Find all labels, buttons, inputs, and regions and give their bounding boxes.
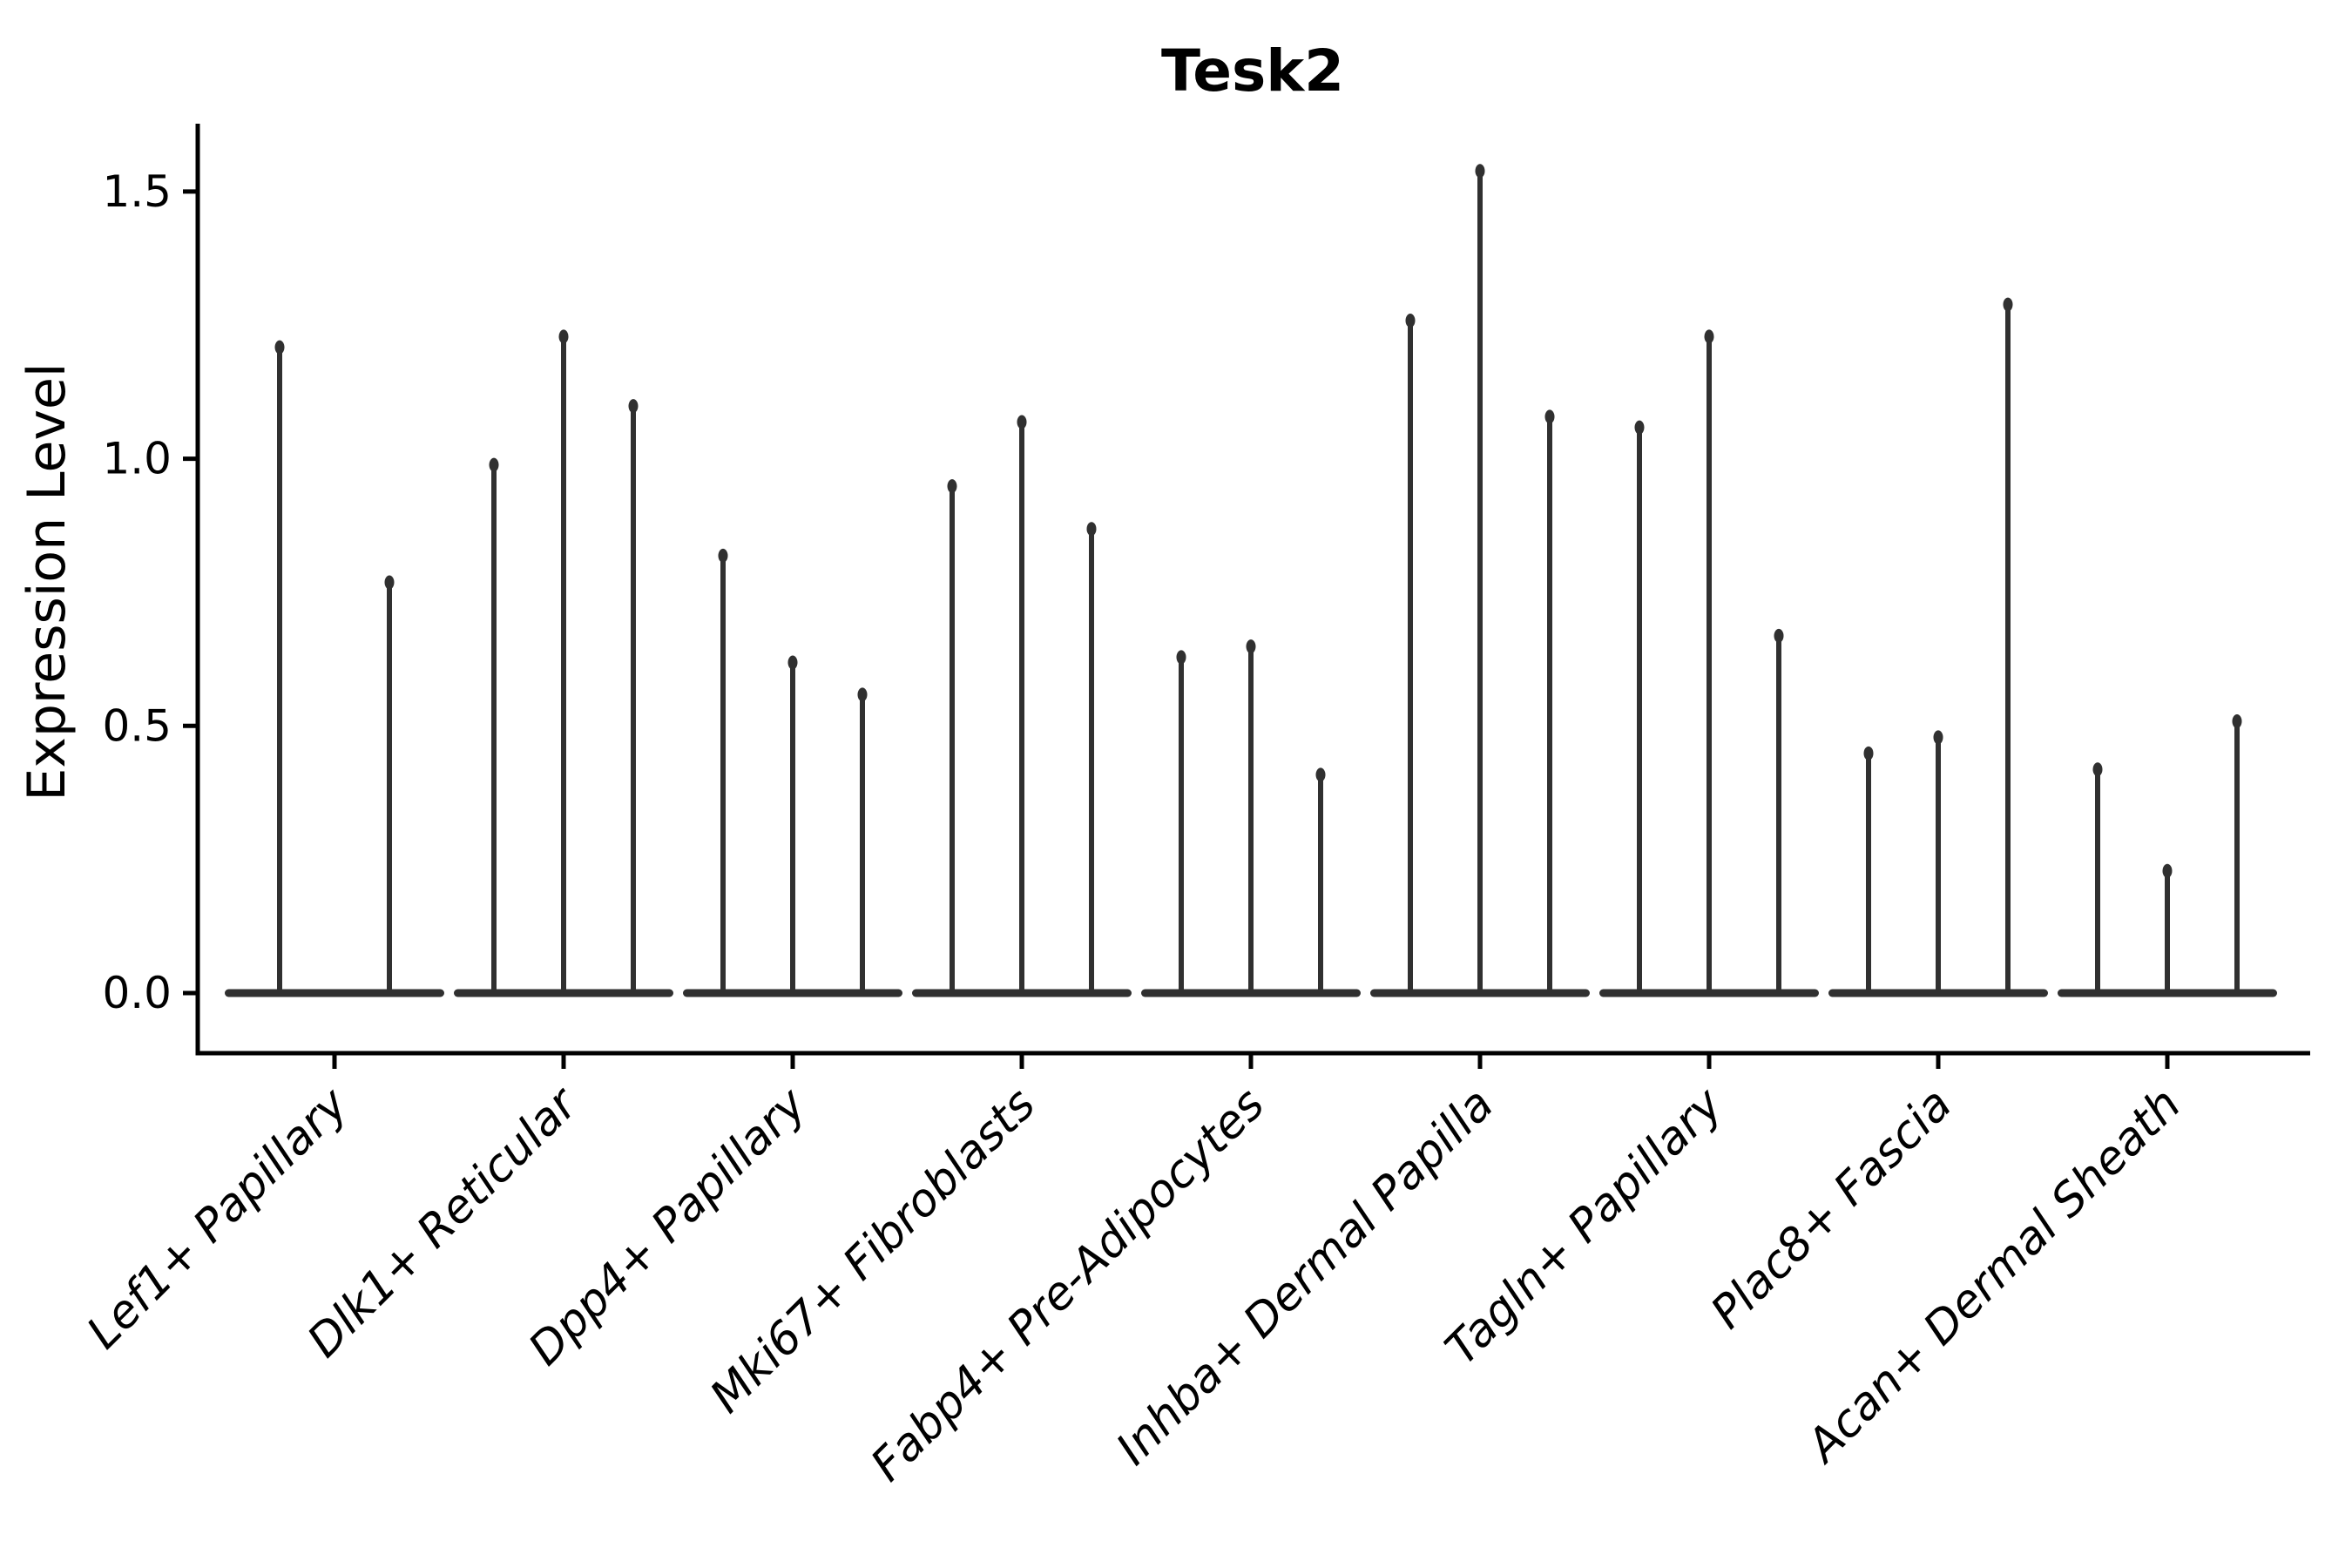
violin-spike-tip bbox=[1774, 628, 1784, 643]
violin-spike bbox=[1477, 168, 1483, 996]
violin-spike bbox=[950, 483, 955, 995]
x-tick-label: Fabp4+ Pre-Adipocytes bbox=[862, 1078, 1275, 1492]
violin-spike-tip bbox=[1544, 409, 1555, 424]
y-tick-label: 0.0 bbox=[102, 968, 172, 1018]
violin-spike bbox=[1547, 414, 1552, 995]
y-tick-label: 1.5 bbox=[102, 166, 172, 217]
violin-spike bbox=[1248, 644, 1254, 995]
violin-spike-tip bbox=[628, 399, 639, 414]
y-tick-group: 0.0 0.5 1.0 1.5 bbox=[102, 166, 198, 1018]
violin-spike bbox=[1089, 526, 1094, 995]
y-axis-label: Expression Level bbox=[17, 362, 78, 801]
violin-spike-tip bbox=[857, 687, 868, 702]
violin-category bbox=[683, 548, 902, 997]
violin-spike-tip bbox=[274, 340, 285, 355]
violin-spike-tip bbox=[1405, 313, 1416, 328]
violin-category bbox=[2058, 714, 2277, 997]
violin-spike bbox=[1776, 632, 1781, 995]
violin-category bbox=[454, 329, 673, 997]
violin-spike bbox=[1936, 734, 1941, 995]
y-tick-label: 0.5 bbox=[102, 700, 172, 751]
violin-spike-tip bbox=[2162, 863, 2173, 878]
violin-spike-tip bbox=[489, 457, 499, 472]
violin-spike bbox=[2095, 767, 2100, 995]
violin-spike-tip bbox=[947, 479, 957, 494]
violin-group bbox=[225, 164, 2277, 997]
violin-spike bbox=[387, 579, 392, 995]
violin-spike bbox=[631, 403, 636, 996]
chart-title: Tesk2 bbox=[1161, 37, 1344, 105]
violin-category bbox=[1828, 297, 2048, 997]
violin-spike bbox=[1707, 334, 1712, 995]
violin-spike bbox=[561, 334, 566, 995]
violin-category bbox=[1141, 639, 1361, 997]
violin-spike-tip bbox=[1176, 650, 1186, 665]
violin-spike-tip bbox=[384, 575, 395, 590]
violin-spike bbox=[2234, 719, 2240, 995]
violin-base bbox=[225, 989, 444, 997]
violin-spike-tip bbox=[1863, 746, 1874, 760]
violin-spike bbox=[277, 344, 282, 996]
violin-spike bbox=[1408, 317, 1413, 995]
x-tick-label: Plac8+ Fascia bbox=[1701, 1078, 1962, 1339]
violin-spike bbox=[2005, 301, 2011, 996]
violin-spike bbox=[2165, 868, 2170, 995]
y-tick-label: 1.0 bbox=[102, 434, 172, 484]
violin-spike-tip bbox=[2092, 762, 2103, 777]
violin-spike-tip bbox=[1634, 420, 1645, 435]
violin-category bbox=[912, 415, 1132, 997]
violin-spike-tip bbox=[1017, 415, 1027, 429]
violin-spike-tip bbox=[1315, 767, 1326, 782]
violin-spike bbox=[1637, 424, 1642, 995]
violin-spike-tip bbox=[2232, 714, 2242, 729]
violin-spike bbox=[860, 692, 865, 995]
violin-spike-tip bbox=[787, 655, 798, 670]
x-tick-label: Acan+ Dermal Sheath bbox=[1795, 1078, 2191, 1474]
violin-category bbox=[225, 340, 444, 997]
violin-spike bbox=[790, 659, 795, 995]
violin-spike bbox=[1019, 419, 1024, 995]
violin-spike-tip bbox=[2003, 297, 2013, 312]
violin-spike bbox=[491, 462, 497, 995]
violin-spike-tip bbox=[718, 548, 728, 563]
x-tick-label: Inhba+ Dermal Papilla bbox=[1106, 1078, 1504, 1476]
violin-spike-tip bbox=[558, 329, 569, 344]
violin-spike bbox=[1179, 654, 1184, 995]
violin-spike-tip bbox=[1933, 730, 1943, 745]
violin-spike-tip bbox=[1246, 639, 1256, 654]
violin-spike-tip bbox=[1704, 329, 1714, 344]
violin-spike bbox=[1318, 772, 1323, 995]
violin-category bbox=[1599, 329, 1819, 997]
violin-spike-tip bbox=[1086, 522, 1097, 537]
violin-spike bbox=[1866, 750, 1871, 995]
violin-spike bbox=[720, 552, 726, 995]
violin-spike-tip bbox=[1475, 164, 1485, 179]
violin-category bbox=[1370, 164, 1590, 997]
